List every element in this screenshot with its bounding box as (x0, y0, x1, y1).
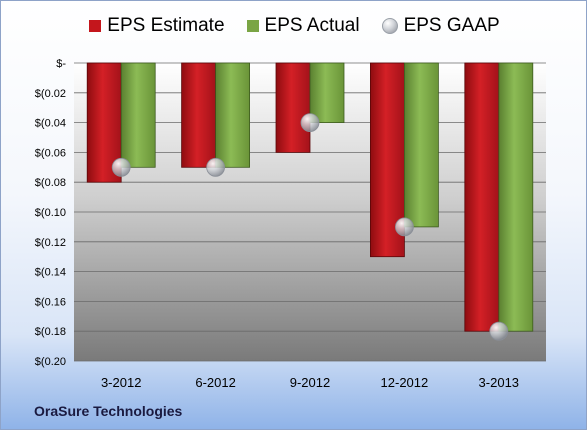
bar-eps-actual (120, 62, 156, 168)
y-axis: $- $(0.02 $(0.04 $(0.06 $(0.08 $(0.10 $(0.12 $(… (35, 58, 67, 368)
legend-item-actual: EPS Actual (246, 15, 360, 37)
bar-eps-actual (403, 62, 439, 228)
y-tick-label: $(0.10 (35, 207, 66, 219)
legend-item-gaap: EPS GAAP (381, 15, 500, 37)
company-name: OraSure Technologies (34, 403, 183, 419)
legend-label-gaap: EPS GAAP (403, 15, 500, 36)
point-eps-gaap (300, 113, 320, 132)
point-eps-gaap (394, 217, 414, 237)
x-axis: 3-2012 6-2012 9-2012 12-2012 3-2013 (101, 375, 519, 390)
gaap-points-layer (111, 113, 509, 341)
y-tick-label: $(0.20 (35, 356, 66, 368)
y-tick-label: $(0.04 (35, 118, 66, 130)
bars-layer (86, 62, 534, 332)
legend-label-actual: EPS Actual (264, 15, 360, 36)
point-eps-gaap (489, 321, 509, 341)
x-tick-label: 12-2012 (381, 375, 429, 390)
x-tick-label: 3-2013 (479, 375, 519, 390)
x-tick-label: 9-2012 (290, 375, 330, 390)
bar-eps-actual (215, 62, 251, 168)
y-tick-label: $- (56, 58, 66, 70)
legend-swatch-gaap (381, 18, 398, 34)
y-tick-label: $(0.06 (35, 147, 66, 159)
y-tick-label: $(0.18 (35, 326, 66, 338)
x-tick-label: 6-2012 (195, 375, 235, 390)
legend-item-estimate: EPS Estimate (89, 15, 225, 37)
legend-label-estimate: EPS Estimate (107, 15, 225, 36)
bar-eps-estimate (464, 62, 500, 332)
point-eps-gaap (206, 157, 226, 177)
y-tick-label: $(0.12 (35, 237, 66, 249)
legend: EPS Estimate EPS Actual EPS GAAP (1, 15, 586, 37)
y-tick-label: $(0.14 (35, 267, 66, 279)
legend-swatch-estimate (89, 20, 102, 32)
bar-eps-estimate (275, 62, 311, 153)
y-tick-label: $(0.02 (35, 88, 66, 100)
bar-eps-actual (498, 62, 534, 332)
x-tick-label: 3-2012 (101, 375, 141, 390)
y-tick-label: $(0.08 (35, 177, 66, 189)
bar-eps-estimate (181, 62, 217, 168)
point-eps-gaap (111, 157, 131, 177)
bar-eps-actual (309, 62, 345, 123)
y-tick-label: $(0.16 (35, 296, 66, 308)
legend-swatch-actual (246, 20, 259, 32)
